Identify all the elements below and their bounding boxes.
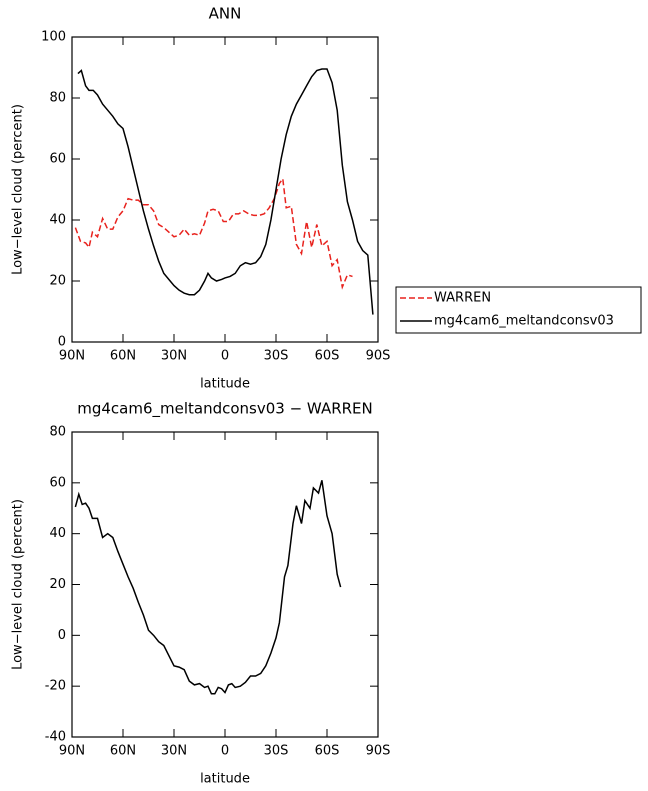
y-tick-label: 60	[49, 475, 66, 490]
y-tick-label: 100	[41, 30, 66, 45]
data-line	[74, 480, 342, 695]
x-tick-label: 30S	[264, 744, 289, 759]
x-tick-label: 90S	[366, 349, 391, 364]
data-line	[74, 176, 353, 290]
y-tick-label: 80	[49, 91, 66, 106]
y-tick-label: 0	[58, 628, 66, 643]
chart-title: mg4cam6_meltandconsv03 − WARREN	[77, 400, 373, 419]
x-tick-label: 90N	[59, 349, 85, 364]
y-tick-label: -20	[45, 679, 66, 694]
x-tick-label: 60N	[110, 744, 136, 759]
x-tick-label: 30N	[161, 744, 187, 759]
y-axis-label: Low−level cloud (percent)	[11, 104, 26, 275]
y-tick-label: 0	[58, 335, 66, 350]
legend-box	[395, 286, 642, 334]
y-axis-label: Low−level cloud (percent)	[11, 499, 26, 670]
x-tick-label: 30N	[161, 349, 187, 364]
y-tick-label: 80	[49, 425, 66, 440]
x-tick-label: 90N	[59, 744, 85, 759]
y-tick-label: 20	[49, 577, 66, 592]
y-tick-label: 40	[49, 213, 66, 228]
legend-label: WARREN	[434, 291, 491, 306]
y-tick-label: -40	[45, 730, 66, 745]
x-axis-label: latitude	[200, 772, 250, 787]
chart-title: ANN	[209, 5, 242, 23]
x-tick-label: 30S	[264, 349, 289, 364]
y-tick-label: 60	[49, 152, 66, 167]
data-line	[77, 68, 374, 315]
x-tick-label: 0	[221, 349, 229, 364]
y-tick-label: 40	[49, 526, 66, 541]
x-tick-label: 60N	[110, 349, 136, 364]
x-tick-label: 0	[221, 744, 229, 759]
x-tick-label: 90S	[366, 744, 391, 759]
x-tick-label: 60S	[315, 744, 340, 759]
x-axis-label: latitude	[200, 377, 250, 392]
legend-label: mg4cam6_meltandconsv03	[434, 314, 614, 329]
y-tick-label: 20	[49, 274, 66, 289]
x-tick-label: 60S	[315, 349, 340, 364]
